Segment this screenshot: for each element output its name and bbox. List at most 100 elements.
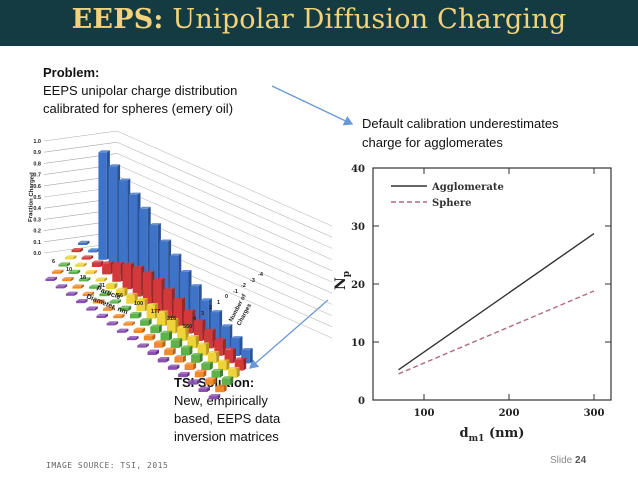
bar3d-gridline bbox=[116, 141, 333, 238]
bar3d-bar-top bbox=[164, 347, 176, 350]
bar3d-bar-side bbox=[233, 347, 236, 364]
bar3d-bar-top bbox=[129, 192, 141, 195]
bar3d-bar-top bbox=[108, 164, 121, 167]
bar3d-bar-side bbox=[178, 253, 182, 312]
bar3d-bar-top bbox=[78, 277, 91, 280]
bar3d-bar-top bbox=[137, 343, 149, 346]
bar3d-gridline bbox=[116, 153, 333, 249]
bar3d-bar-top bbox=[119, 305, 132, 308]
bar3d-y-tick: 3 bbox=[201, 311, 204, 317]
bar3d-bar-top bbox=[156, 310, 169, 313]
bar3d-gridline bbox=[116, 164, 333, 260]
bar3d-bar-side bbox=[216, 350, 220, 363]
bar3d-bar-side bbox=[77, 269, 81, 274]
bar3d-x-ticks: 6 10 18 31 56 100 177 316 560 bbox=[52, 259, 192, 330]
bar3d-bar bbox=[183, 311, 193, 334]
bar3d-bar-top bbox=[72, 284, 84, 287]
bar3d-bar bbox=[52, 271, 61, 274]
bar3d-bar bbox=[106, 323, 116, 326]
bar3d-bar-side bbox=[152, 333, 156, 341]
bar3d-bar bbox=[150, 326, 159, 334]
bar3d-z-tick: 0.7 bbox=[33, 173, 41, 179]
bar3d-bar-top bbox=[65, 255, 77, 258]
bar3d-gridline bbox=[43, 220, 118, 231]
tsi-solution-text: TSI Solution: New, empirically based, EE… bbox=[174, 374, 280, 446]
bar3d-bar-side bbox=[117, 164, 121, 268]
note-line: Default calibration underestimates bbox=[362, 116, 559, 131]
bar3d-z-tick: 0.1 bbox=[33, 240, 41, 246]
bar3d-bar-side bbox=[110, 261, 114, 275]
bar3d-z-tick: 0.4 bbox=[33, 206, 42, 212]
slide-number: Slide 24 bbox=[550, 455, 586, 466]
bar3d-bar-top bbox=[167, 364, 180, 367]
bar3d-bar-side bbox=[172, 347, 176, 356]
bar3d-bar bbox=[241, 349, 250, 364]
bar3d-bar-side bbox=[193, 362, 197, 370]
bar3d-bar bbox=[102, 263, 111, 275]
bar3d-gridline bbox=[116, 220, 333, 316]
bar3d-bar bbox=[157, 359, 167, 363]
bar3d-z-tick: 1.0 bbox=[33, 139, 41, 145]
bar3d-bar-side bbox=[84, 299, 88, 304]
bar3d-bar-top bbox=[169, 253, 182, 256]
problem-line: calibrated for spheres (emery oil) bbox=[43, 101, 234, 116]
bar3d-bar bbox=[76, 301, 85, 304]
bar3d-bar-side bbox=[83, 262, 87, 267]
bar3d-gridline bbox=[116, 231, 333, 328]
bar3d-bar bbox=[156, 312, 166, 326]
bar3d-bar-side bbox=[165, 310, 169, 326]
bar3d-bar bbox=[96, 315, 105, 318]
line-chart-ticks: 0 10 20 30 40 100 200 300 bbox=[351, 164, 611, 419]
bar3d-bar-top bbox=[228, 366, 240, 369]
bar3d-bar-side bbox=[148, 318, 152, 326]
bar3d-bar-side bbox=[90, 255, 94, 260]
bar3d-bar-top bbox=[113, 313, 125, 316]
bar3d-bar bbox=[116, 330, 126, 333]
bar3d-bar bbox=[127, 337, 136, 341]
bar3d-bar-side bbox=[100, 260, 104, 267]
bar3d-bar bbox=[72, 286, 81, 289]
bar3d-bar-side bbox=[135, 335, 139, 341]
bar3d-bar-side bbox=[106, 150, 110, 260]
bar3d-bar-top bbox=[75, 262, 87, 265]
bar3d-bar bbox=[78, 242, 87, 245]
bar3d-grid bbox=[43, 130, 333, 339]
bar3d-bar-side bbox=[80, 284, 84, 289]
bar3d-bar bbox=[86, 308, 95, 311]
bar3d-x-tick: 10 bbox=[66, 267, 72, 273]
bar3d-bar-side bbox=[54, 276, 57, 281]
bar3d-bar bbox=[204, 330, 213, 349]
bar3d-bar-top bbox=[160, 330, 172, 333]
bar3d-bar bbox=[137, 345, 146, 348]
bar3d-bar-side bbox=[169, 330, 172, 341]
bar3d-bar-side bbox=[199, 352, 203, 363]
bar3d-bar-top bbox=[187, 335, 199, 337]
bar3d-bar bbox=[122, 264, 131, 290]
bar3d-bar bbox=[118, 180, 128, 275]
bar3d-bar-top bbox=[214, 338, 226, 341]
series-line-sphere bbox=[398, 290, 595, 375]
x-tick-label: 200 bbox=[499, 408, 520, 419]
bar3d-bar-top bbox=[132, 265, 145, 268]
bar3d-bar-side bbox=[97, 284, 101, 289]
bar3d-bar-top bbox=[174, 355, 186, 357]
y-tick-label: 10 bbox=[351, 338, 365, 349]
bar3d-bar-top bbox=[122, 262, 134, 265]
bar3d-bar-top bbox=[204, 328, 216, 331]
bar3d-bar-side bbox=[185, 325, 189, 341]
bar3d-bar bbox=[109, 301, 118, 304]
bar3d-bar-top bbox=[76, 299, 88, 301]
bar3d-bar bbox=[146, 305, 156, 319]
bar3d-bar-side bbox=[179, 338, 183, 348]
bar3d-bar-side bbox=[96, 248, 100, 253]
bar3d-bar-side bbox=[124, 287, 128, 297]
bar3d-bar-top bbox=[88, 248, 100, 251]
bar3d-bar-side bbox=[137, 192, 141, 282]
bar3d-bar-side bbox=[212, 328, 216, 349]
line-chart-legend: Agglomerate Sphere bbox=[391, 182, 504, 209]
bar3d-bar-side bbox=[67, 262, 70, 267]
bar3d-bar-top bbox=[211, 368, 223, 371]
bar3d-bar bbox=[139, 208, 148, 290]
x-axis-label: dm1 (nm) bbox=[460, 426, 525, 444]
bar3d-bar-side bbox=[166, 357, 170, 363]
